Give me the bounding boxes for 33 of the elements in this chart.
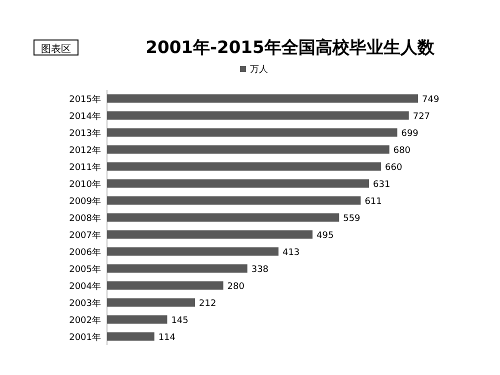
data-label: 212 bbox=[199, 299, 216, 309]
tick-label: 2015年 bbox=[69, 95, 101, 105]
data-label: 559 bbox=[343, 214, 360, 224]
tick-label: 2008年 bbox=[69, 214, 101, 224]
annotation: 图表区 bbox=[41, 44, 71, 55]
data-label: 495 bbox=[316, 231, 334, 241]
tick-label: 2005年 bbox=[69, 265, 101, 275]
data-label: 413 bbox=[282, 248, 300, 258]
tick-label: 2012年 bbox=[69, 146, 101, 156]
tick-label: 2011年 bbox=[69, 163, 101, 173]
tick-label: 2010年 bbox=[69, 180, 101, 190]
data-label: 611 bbox=[364, 197, 382, 207]
tick-label: 2002年 bbox=[69, 316, 101, 326]
data-label: 727 bbox=[412, 112, 430, 122]
data-label: 145 bbox=[171, 316, 188, 326]
tick-label: 2007年 bbox=[69, 231, 101, 241]
data-label: 338 bbox=[251, 265, 269, 275]
tick-label: 2009年 bbox=[69, 197, 101, 207]
data-label: 660 bbox=[385, 163, 402, 173]
tick-label: 2014年 bbox=[69, 112, 101, 122]
data-label: 749 bbox=[422, 95, 440, 105]
data-label: 680 bbox=[393, 146, 411, 156]
data-label: 699 bbox=[401, 129, 418, 139]
tick-label: 2004年 bbox=[69, 282, 101, 292]
legend-label: 万人 bbox=[250, 65, 268, 75]
title: 2001年-2015年全国高校毕业生人数 bbox=[146, 38, 434, 58]
tick-label: 2001年 bbox=[69, 333, 101, 343]
data-label: 280 bbox=[227, 282, 244, 292]
tick-label: 2013年 bbox=[69, 129, 101, 139]
tick-label: 2006年 bbox=[69, 248, 101, 258]
tick-label: 2003年 bbox=[69, 299, 101, 309]
data-label: 631 bbox=[373, 180, 390, 190]
data-label: 114 bbox=[158, 333, 176, 343]
